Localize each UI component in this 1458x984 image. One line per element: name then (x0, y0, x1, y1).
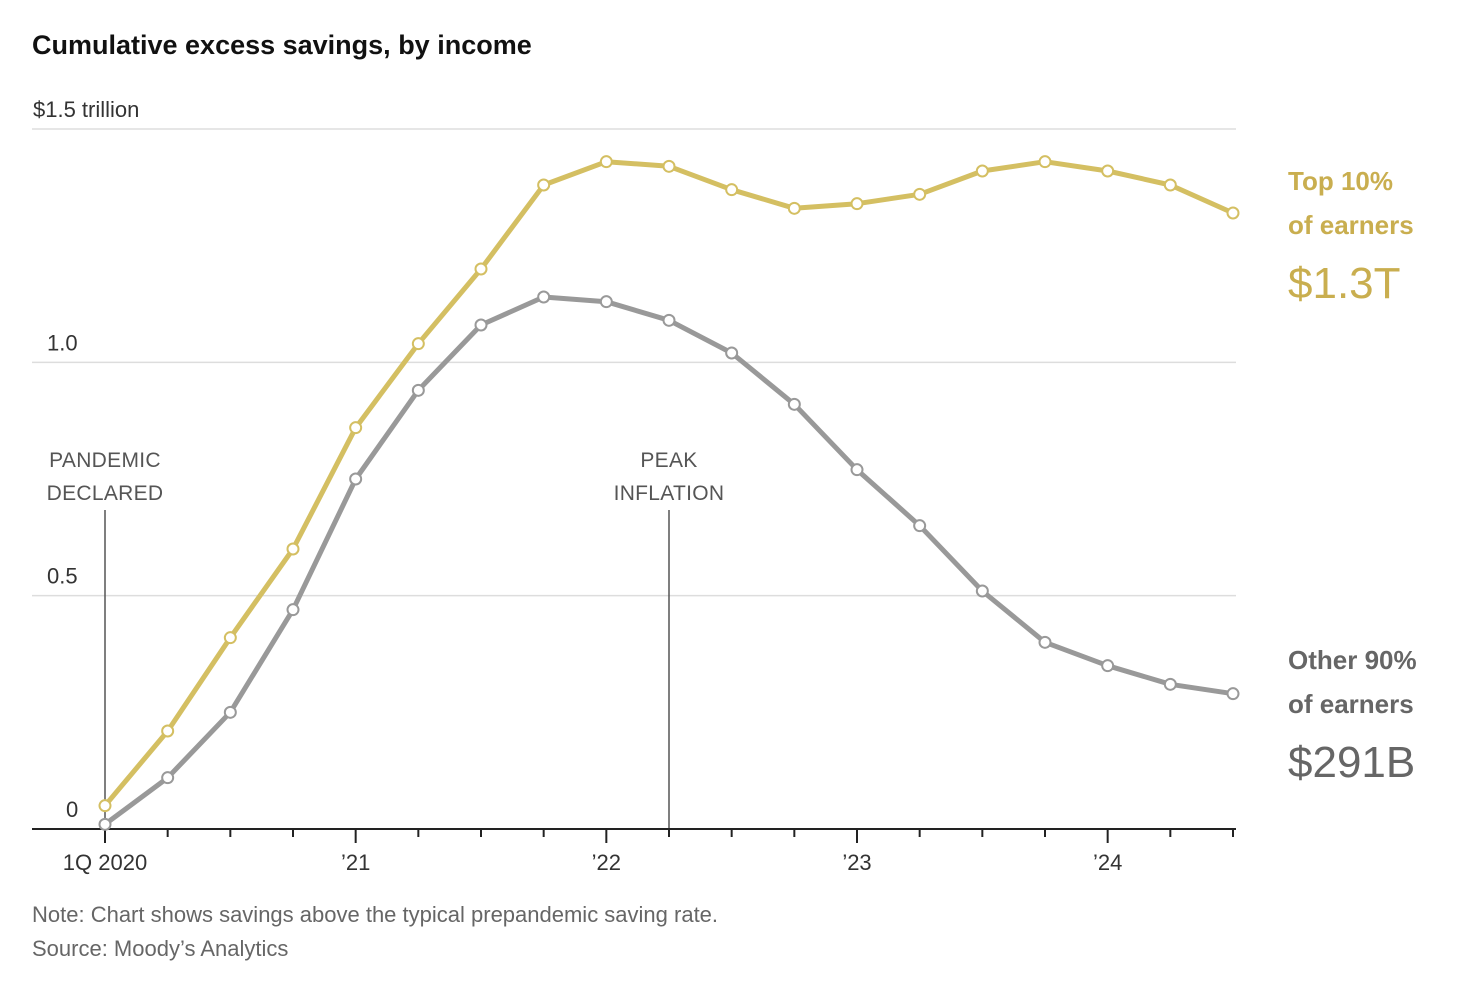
y-tick-label: $1.5 trillion (33, 97, 139, 122)
data-point (913, 519, 927, 533)
data-point (537, 290, 551, 304)
data-point (787, 397, 801, 411)
data-point (1226, 206, 1240, 220)
data-point (286, 542, 300, 556)
data-point (349, 472, 363, 486)
annotation-label: INFLATION (614, 482, 725, 505)
data-point (474, 318, 488, 332)
data-point (161, 724, 175, 738)
data-point (725, 183, 739, 197)
data-point (411, 337, 425, 351)
y-tick-label: 1.0 (47, 330, 78, 355)
data-point (787, 201, 801, 215)
data-point (1163, 677, 1177, 691)
data-point (223, 631, 237, 645)
data-point (975, 164, 989, 178)
data-point (913, 187, 927, 201)
legend-value: $291B (1288, 738, 1415, 787)
x-tick-label: ’22 (592, 850, 621, 875)
annotation-label: PANDEMIC (49, 449, 161, 472)
x-tick-label: ’23 (842, 850, 871, 875)
chart-source: Source: Moody’s Analytics (32, 936, 288, 961)
data-point (850, 463, 864, 477)
data-point (411, 383, 425, 397)
annotations: PANDEMIC DECLARED PEAK INFLATION (47, 449, 725, 829)
data-point (725, 346, 739, 360)
data-point (599, 295, 613, 309)
data-point (161, 771, 175, 785)
y-tick-label: 0.5 (47, 564, 78, 589)
data-point (1038, 155, 1052, 169)
annotation-label: DECLARED (47, 482, 164, 505)
data-point (1163, 178, 1177, 192)
x-axis: 1Q 2020 ’21 ’22 ’23 ’24 (32, 828, 1236, 875)
data-point (850, 197, 864, 211)
data-point (662, 313, 676, 327)
data-point (1101, 659, 1115, 673)
gridlines (32, 128, 1236, 597)
data-point (599, 155, 613, 169)
legend: Top 10% of earners $1.3T Other 90% of earner… (1288, 166, 1417, 787)
legend-label: Top 10% (1288, 166, 1393, 196)
legend-label: of earners (1288, 210, 1414, 240)
chart-note: Note: Chart shows savings above the typi… (32, 902, 718, 927)
annotation-label: PEAK (640, 449, 697, 472)
data-point (975, 584, 989, 598)
legend-value: $1.3T (1288, 259, 1401, 308)
x-tick-label: ’21 (341, 850, 370, 875)
legend-label: of earners (1288, 689, 1414, 719)
legend-label: Other 90% (1288, 645, 1417, 675)
data-point (349, 421, 363, 435)
data-point (223, 705, 237, 719)
series-1 (98, 290, 1240, 831)
data-point (98, 817, 112, 831)
series-0 (98, 155, 1240, 813)
data-point (98, 799, 112, 813)
data-point (474, 262, 488, 276)
series-group (98, 155, 1240, 831)
data-point (537, 178, 551, 192)
y-tick-label: 0 (66, 797, 78, 822)
y-axis: 0 0.5 1.0 $1.5 trillion (33, 97, 139, 822)
x-tick-label: 1Q 2020 (63, 850, 147, 875)
data-point (1101, 164, 1115, 178)
x-tick-label: ’24 (1093, 850, 1122, 875)
data-point (1038, 635, 1052, 649)
data-point (286, 603, 300, 617)
data-point (1226, 687, 1240, 701)
chart-title: Cumulative excess savings, by income (32, 30, 532, 60)
data-point (662, 159, 676, 173)
